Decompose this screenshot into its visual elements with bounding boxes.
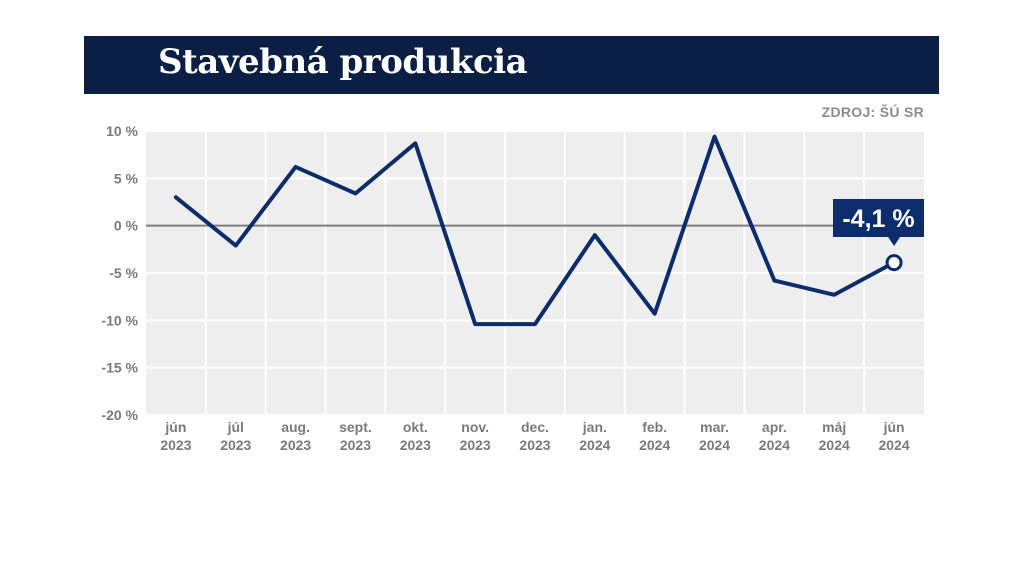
y-tick-label: 5 %	[114, 170, 139, 186]
last-point-marker	[885, 254, 903, 272]
series-line	[173, 134, 897, 327]
y-tick-label: -5 %	[109, 265, 138, 281]
x-tick-label: máj 2024	[819, 419, 850, 453]
x-tick-label: dec. 2023	[519, 419, 550, 453]
x-tick-label: júl 2023	[220, 419, 251, 453]
x-tick-label: jún 2023	[160, 419, 191, 453]
x-tick-label: jún 2024	[878, 419, 909, 453]
x-tick-label: nov. 2023	[460, 419, 491, 453]
chart-title: Stavebná produkcia	[158, 42, 528, 82]
y-tick-label: 10 %	[106, 123, 138, 139]
y-tick-label: -10 %	[101, 312, 138, 328]
callout-box	[833, 199, 924, 237]
x-tick-label: sept. 2023	[339, 419, 372, 453]
title-bar: Stavebná produkcia	[84, 36, 939, 94]
source-label: ZDROJ: ŠÚ SR	[821, 104, 924, 120]
callout-label: -4,1 %	[842, 205, 914, 233]
x-tick-label: mar. 2024	[699, 419, 730, 453]
x-tick-label: jan. 2024	[579, 419, 610, 453]
y-tick-label: 0 %	[114, 218, 139, 234]
x-tick-label: aug. 2023	[280, 419, 311, 453]
x-tick-label: okt. 2023	[400, 419, 431, 453]
x-tick-label: apr. 2024	[759, 419, 790, 453]
callout-pointer	[888, 237, 901, 246]
y-tick-label: -20 %	[101, 407, 138, 423]
x-tick-label: feb. 2024	[639, 419, 670, 453]
y-tick-label: -15 %	[101, 360, 138, 376]
